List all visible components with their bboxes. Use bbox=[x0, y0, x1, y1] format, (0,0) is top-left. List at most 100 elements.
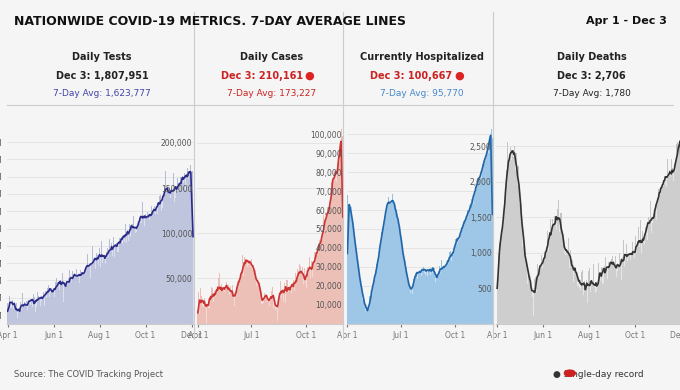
Bar bbox=[576, 274, 577, 324]
Bar bbox=[37, 292, 38, 324]
Bar bbox=[678, 144, 679, 324]
Bar bbox=[64, 277, 65, 324]
Bar bbox=[631, 253, 632, 324]
Bar bbox=[79, 283, 80, 324]
Bar bbox=[544, 260, 545, 324]
Bar bbox=[188, 179, 189, 324]
Bar bbox=[636, 253, 637, 324]
Bar bbox=[135, 233, 136, 324]
Bar bbox=[589, 268, 590, 324]
Bar bbox=[618, 266, 619, 324]
Bar bbox=[35, 312, 36, 324]
Bar bbox=[512, 152, 513, 324]
Text: Dec 3: 100,667: Dec 3: 100,667 bbox=[371, 71, 452, 81]
Bar bbox=[107, 248, 108, 324]
Bar bbox=[71, 282, 72, 324]
Bar bbox=[134, 230, 135, 324]
Bar bbox=[151, 206, 152, 324]
Bar bbox=[40, 306, 41, 324]
Bar bbox=[52, 293, 53, 324]
Bar bbox=[646, 234, 647, 324]
Bar bbox=[552, 219, 553, 324]
Bar bbox=[616, 277, 617, 324]
Bar bbox=[162, 207, 163, 324]
Bar bbox=[101, 241, 102, 324]
Bar bbox=[575, 270, 576, 324]
Bar bbox=[534, 278, 535, 324]
Text: Daily Tests: Daily Tests bbox=[72, 51, 132, 62]
Bar bbox=[129, 225, 130, 324]
Bar bbox=[520, 200, 521, 324]
Bar bbox=[653, 209, 654, 324]
Bar bbox=[99, 248, 100, 324]
Bar bbox=[573, 282, 574, 324]
Bar bbox=[136, 232, 137, 324]
Bar bbox=[556, 230, 557, 324]
Bar bbox=[613, 272, 615, 324]
Bar bbox=[96, 253, 97, 324]
Bar bbox=[85, 275, 86, 324]
Bar bbox=[190, 165, 191, 324]
Bar bbox=[644, 244, 645, 324]
Bar bbox=[640, 220, 641, 324]
Bar bbox=[516, 153, 517, 324]
Bar bbox=[625, 260, 626, 324]
Bar bbox=[139, 218, 140, 324]
Text: Daily Deaths: Daily Deaths bbox=[557, 51, 626, 62]
Bar bbox=[146, 218, 147, 324]
Bar bbox=[78, 277, 79, 324]
Bar bbox=[670, 177, 671, 324]
Bar bbox=[34, 297, 35, 324]
Text: Dec 3: 1,807,951: Dec 3: 1,807,951 bbox=[56, 71, 148, 81]
Bar bbox=[569, 268, 570, 324]
Bar bbox=[593, 264, 594, 324]
Bar bbox=[571, 266, 572, 324]
Bar bbox=[132, 227, 133, 324]
Bar bbox=[671, 159, 672, 324]
Bar bbox=[82, 280, 84, 324]
Text: 7-Day Avg: 1,780: 7-Day Avg: 1,780 bbox=[553, 89, 630, 98]
Bar bbox=[23, 305, 24, 324]
Bar bbox=[165, 193, 167, 324]
Bar bbox=[113, 245, 114, 324]
Bar bbox=[131, 224, 132, 324]
Bar bbox=[624, 266, 625, 324]
Bar bbox=[181, 186, 182, 324]
Bar bbox=[12, 300, 13, 324]
Bar bbox=[144, 226, 145, 324]
Bar bbox=[565, 255, 566, 324]
Bar bbox=[178, 191, 179, 324]
Bar bbox=[549, 241, 550, 324]
Bar bbox=[612, 257, 613, 324]
Bar bbox=[560, 213, 561, 324]
Bar bbox=[592, 279, 593, 324]
Bar bbox=[604, 266, 605, 324]
Bar bbox=[579, 288, 580, 324]
Bar bbox=[157, 214, 158, 324]
Bar bbox=[22, 293, 23, 324]
Bar bbox=[537, 264, 539, 324]
Bar bbox=[167, 189, 168, 324]
Bar bbox=[186, 179, 188, 324]
Bar bbox=[137, 222, 138, 324]
Bar bbox=[659, 196, 660, 324]
Bar bbox=[94, 260, 95, 324]
Bar bbox=[665, 185, 666, 324]
Bar bbox=[508, 160, 509, 324]
Bar bbox=[93, 264, 94, 324]
Bar bbox=[184, 173, 185, 324]
Bar bbox=[173, 174, 174, 324]
Bar bbox=[53, 291, 54, 324]
Bar bbox=[626, 244, 627, 324]
Bar bbox=[609, 265, 610, 324]
Bar bbox=[115, 244, 116, 324]
Bar bbox=[45, 291, 46, 324]
Bar bbox=[541, 255, 542, 324]
Bar bbox=[558, 230, 560, 324]
Bar bbox=[667, 159, 668, 324]
Bar bbox=[677, 142, 678, 324]
Bar bbox=[102, 262, 103, 324]
Bar bbox=[601, 267, 602, 324]
Bar bbox=[33, 307, 34, 324]
Bar bbox=[59, 290, 60, 324]
